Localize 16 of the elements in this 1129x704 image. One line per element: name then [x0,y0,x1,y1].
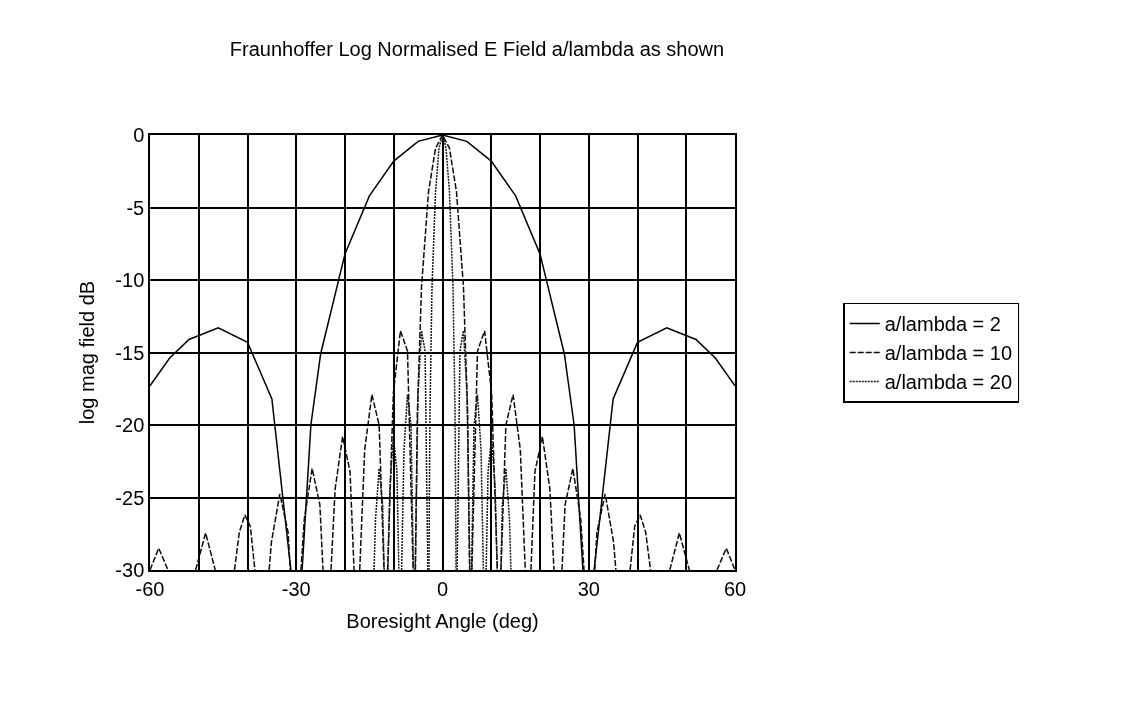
x-tick-label: 60 [723,577,747,600]
legend-label: a/lambda = 2 [884,313,1001,336]
y-tick-label: -10 [115,269,145,291]
x-tick-label: -30 [281,577,311,600]
legend-label: a/lambda = 20 [884,371,1013,394]
y-axis-title: log mag field dB [76,280,99,425]
chart-title: Fraunhoffer Log Normalised E Field a/lambda as shown [229,38,725,61]
x-tick-label: 0 [436,577,449,600]
y-tick-label: -15 [115,341,145,364]
y-tick-label: -5 [126,196,145,219]
x-tick-label: 30 [577,577,600,600]
legend-label: a/lambda = 10 [884,342,1013,365]
x-axis-title: Boresight Angle (deg) [346,609,539,632]
y-tick-label: -25 [115,486,145,509]
y-tick-label: -20 [115,414,145,436]
y-tick-label: 0 [133,124,145,146]
